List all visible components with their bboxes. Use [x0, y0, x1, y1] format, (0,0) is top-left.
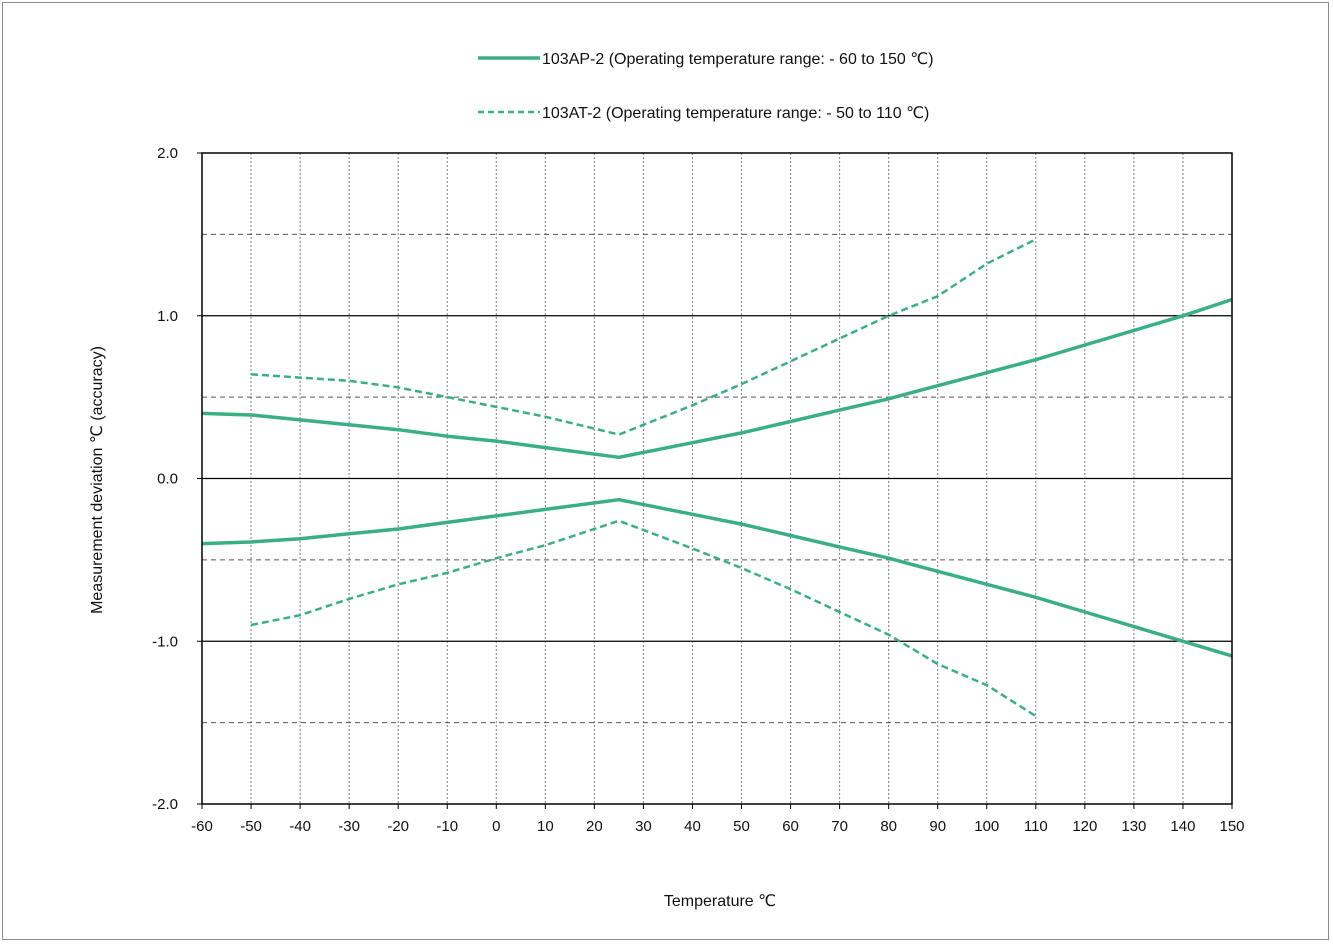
series-line-103ap-2 [201, 297, 1233, 460]
x-tick-label: 120 [1072, 818, 1097, 835]
x-tick-label: -30 [338, 818, 360, 835]
x-tick-label: 150 [1219, 818, 1244, 835]
x-tick-label: 40 [684, 818, 701, 835]
x-tick-label: 110 [1024, 818, 1048, 835]
x-tick-label: 90 [929, 818, 946, 835]
x-tick-label: 130 [1121, 818, 1146, 835]
x-axis-title: Temperature ℃ [664, 893, 776, 910]
x-tick-label: -40 [289, 818, 311, 835]
y-tick-label: 2.0 [157, 145, 178, 162]
x-tick-label: 0 [492, 818, 500, 835]
y-axis-title: Measurement deviation ℃ (accuracy) [89, 346, 106, 614]
x-tick-label: 50 [733, 818, 750, 835]
x-tick-label: 30 [635, 818, 652, 835]
legend: 103AP-2 (Operating temperature range: - … [478, 51, 934, 122]
y-tick-label: 1.0 [157, 308, 178, 325]
x-tick-label: -50 [240, 818, 262, 835]
y-tick-label: -1.0 [152, 633, 178, 650]
series-line-103at-2 [250, 519, 1037, 718]
x-tick-label: -10 [436, 818, 458, 835]
x-tick-label: -60 [191, 818, 213, 835]
legend-label: 103AP-2 (Operating temperature range: - … [542, 51, 934, 68]
x-tick-label: 10 [537, 818, 554, 835]
axes: -60 -50 -40 -30 -20 -10 0 10 20 30 40 50 60 70 80 90 100… [152, 145, 1244, 835]
legend-label: 103AT-2 (Operating temperature range: - … [542, 105, 929, 122]
grid [202, 153, 1232, 804]
x-tick-label: 100 [974, 818, 999, 835]
x-tick-label: 140 [1170, 818, 1195, 835]
series-line-103ap-2 [201, 497, 1233, 658]
x-tick-label: 70 [831, 818, 848, 835]
series-line-103at-2 [250, 238, 1037, 436]
x-tick-label: -20 [387, 818, 409, 835]
x-tick-label: 60 [782, 818, 799, 835]
x-tick-label: 80 [880, 818, 897, 835]
x-tick-label: 20 [586, 818, 603, 835]
series-lines [201, 238, 1233, 718]
y-tick-label: -2.0 [152, 796, 178, 813]
y-tick-label: 0.0 [157, 471, 178, 488]
